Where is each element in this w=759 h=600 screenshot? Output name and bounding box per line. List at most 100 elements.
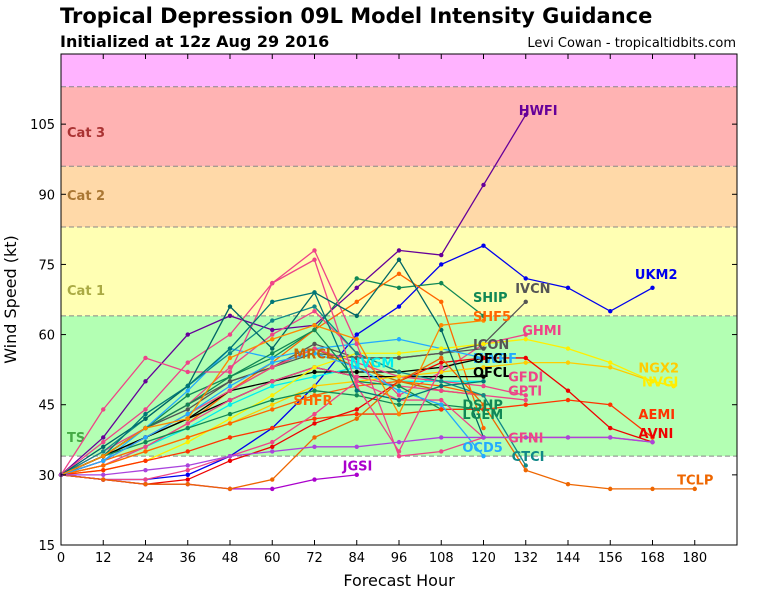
y-tick-label: 60 (38, 329, 55, 344)
data-point-ghmi (523, 332, 528, 337)
data-point-gfni (439, 397, 444, 403)
x-tick-label: 156 (598, 551, 623, 566)
series-label-mrcl: MRCL (293, 347, 334, 362)
data-point-unlabeled (354, 388, 359, 393)
data-point-unlabeled (143, 407, 148, 412)
axes: 0 12 24 36 48 60 72 84 96 108 120 132 144 156 168 180 15… (1, 53, 738, 590)
series-label-aemi: AEMI (638, 408, 675, 423)
series-label-shfr: SHFR (293, 394, 332, 409)
data-point-tclp (354, 416, 359, 421)
data-point-aemi (185, 449, 190, 454)
series-label-nvgi: NVGI (642, 375, 678, 390)
data-point-unlabeled (439, 449, 444, 454)
data-point-unlabeled (143, 467, 148, 473)
data-point-ship (396, 285, 402, 291)
data-point-ivcn (523, 299, 528, 305)
data-point-hwfi (101, 435, 106, 440)
data-point-unlabeled (354, 337, 359, 342)
data-point-unlabeled (270, 299, 275, 305)
data-point-tclp (270, 477, 275, 482)
data-point-ocd5 (270, 360, 275, 365)
data-point-unlabeled (396, 257, 402, 262)
data-point-unlabeled (481, 318, 486, 323)
data-point-ngx2 (565, 360, 571, 365)
series-label-avni: AVNI (638, 427, 673, 442)
data-point-avni (270, 444, 275, 449)
x-tick-label: 132 (513, 551, 538, 566)
data-point-aemi (143, 458, 148, 464)
data-point-icon (185, 407, 190, 412)
data-point-lgem (185, 425, 190, 431)
data-point-shf5 (481, 425, 486, 431)
data-point-shfr (312, 393, 317, 398)
data-point-ctci (227, 351, 233, 356)
x-tick-label: 144 (556, 551, 581, 566)
data-point-avni (523, 355, 528, 361)
data-point-unlabeled (101, 444, 106, 449)
data-point-ukm2 (608, 308, 613, 314)
data-point-tclp (481, 402, 486, 407)
series-label-ngx2: NGX2 (638, 361, 679, 376)
data-point-nvgi (185, 439, 190, 445)
data-point-ctci (312, 304, 317, 309)
data-point-gpti (143, 444, 148, 449)
data-point-hwrf (185, 388, 190, 393)
data-point-unlabeled (396, 439, 402, 445)
data-point-unlabeled (312, 323, 317, 328)
data-point-lgem (312, 388, 317, 393)
data-point-gfdi (312, 346, 317, 351)
data-point-tclp (692, 486, 697, 492)
data-point-shf5 (396, 271, 402, 276)
series-label-ship: SHIP (473, 291, 508, 306)
data-point-ctci (101, 449, 106, 454)
series-label-tclp: TCLP (677, 474, 713, 489)
data-point-nvgm (270, 383, 275, 389)
data-point-aemi (650, 435, 655, 440)
x-tick-label: 96 (391, 551, 408, 566)
series-label-ctci: CTCI (512, 450, 545, 465)
data-point-ukm2 (185, 472, 190, 478)
data-point-aemi (523, 402, 528, 407)
category-label: Cat 1 (67, 284, 105, 299)
data-point-tclp (439, 355, 444, 361)
series-line-nvgi (60, 338, 674, 476)
data-point-gpti (185, 421, 190, 426)
series-label-gpti: GPTI (508, 385, 542, 400)
data-point-unlabeled (608, 435, 613, 440)
data-point-ocd5 (396, 388, 402, 393)
data-point-ghmi (396, 393, 402, 398)
data-point-ukm2 (354, 332, 359, 337)
data-point-ghmi (270, 332, 275, 337)
data-point-unlabeled (143, 425, 148, 431)
data-point-tclp (185, 482, 190, 487)
data-point-gfni (312, 411, 317, 417)
data-point-shfr (227, 421, 233, 426)
data-point-hwfi (227, 313, 233, 319)
data-point-unlabeled (396, 411, 402, 417)
data-point-jgsi (270, 486, 275, 492)
x-tick-label: 120 (471, 551, 496, 566)
data-point-avni (608, 425, 613, 431)
data-point-jgsi (312, 477, 317, 482)
data-point-ngx2 (312, 383, 317, 389)
data-point-nvgi (481, 341, 486, 347)
data-point-avni (565, 388, 571, 393)
data-point-tclp (565, 482, 571, 487)
data-point-ofcl (439, 374, 444, 379)
data-point-ofci (354, 369, 359, 375)
data-point-gfni (270, 439, 275, 445)
data-point-ocd5 (312, 351, 317, 356)
data-point-unlabeled (565, 435, 571, 440)
data-point-unlabeled (185, 416, 190, 421)
category-label: Cat 3 (67, 126, 105, 141)
data-point-ukm2 (565, 285, 571, 291)
data-point-nvgi (650, 379, 655, 384)
data-point-ngx2 (608, 365, 613, 370)
y-axis-title: Wind Speed (kt) (1, 235, 20, 364)
data-point-avni (439, 360, 444, 365)
data-point-unlabeled (227, 369, 233, 375)
data-point-ctci (396, 369, 402, 375)
data-point-unlabeled (227, 346, 233, 351)
y-tick-label: 30 (38, 469, 55, 484)
